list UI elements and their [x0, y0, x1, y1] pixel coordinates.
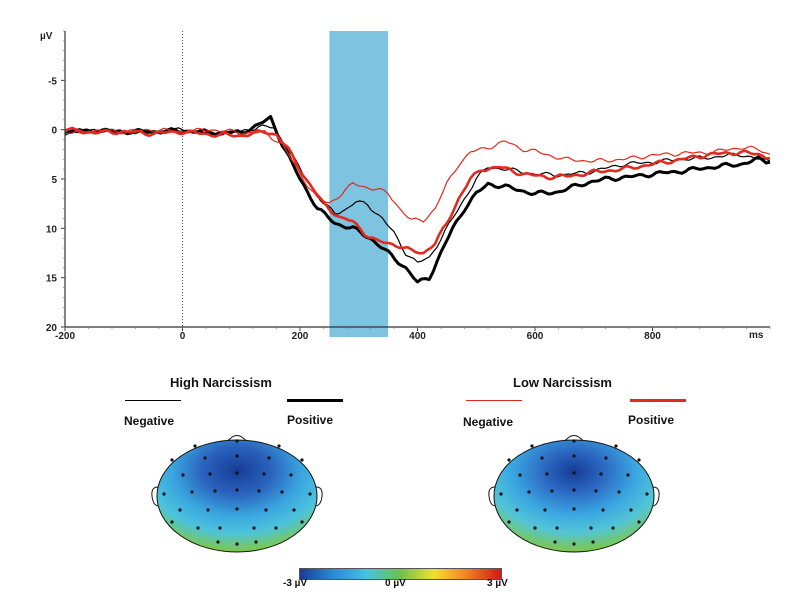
- group-title-high: High Narcissism: [170, 375, 272, 390]
- y-tick-label: 15: [46, 274, 58, 285]
- legend-line-high-negative: [125, 400, 181, 401]
- y-tick-label: -5: [48, 76, 57, 87]
- electrodes-low: [499, 439, 649, 546]
- y-tick-label: 20: [46, 323, 58, 334]
- y-unit-label: µV: [40, 31, 53, 42]
- colorbar-min-label: -3 µV: [283, 578, 308, 589]
- electrodes-high: [162, 439, 312, 546]
- x-tick-label: -200: [55, 331, 75, 342]
- series-layer: [64, 115, 771, 284]
- y-tick-label: 10: [46, 224, 58, 235]
- head-outline-high: [151, 435, 323, 553]
- y-tick-label: 5: [51, 175, 57, 186]
- time-window-highlight: [329, 31, 389, 337]
- x-tick-label: 400: [409, 331, 426, 342]
- x-tick-label: 600: [527, 331, 544, 342]
- y-tick-label: 0: [51, 126, 57, 137]
- x-unit-label: ms: [749, 330, 764, 341]
- series-line-2: [64, 115, 771, 284]
- axes: -5 0 5 10 15 20-200 0 200 400 600 800: [46, 30, 771, 342]
- x-tick-label: 0: [180, 331, 186, 342]
- x-tick-label: 200: [292, 331, 309, 342]
- x-tick-label: 800: [644, 331, 661, 342]
- head-outline-low: [488, 435, 660, 553]
- series-line-1: [64, 124, 771, 263]
- legend-label-high-negative: Negative: [124, 414, 175, 428]
- series-line-3: [64, 127, 771, 223]
- legend-line-low-positive: [630, 399, 686, 402]
- legend-line-low-negative: [466, 400, 522, 401]
- colorbar-mid-label: 0 µV: [385, 578, 406, 589]
- series-line-4: [64, 126, 771, 255]
- legend-label-high-positive: Positive: [287, 413, 334, 427]
- group-title-low: Low Narcissism: [513, 375, 612, 390]
- erp-chart: -5 0 5 10 15 20-200 0 200 400 600 800 µV ms: [40, 30, 771, 342]
- colorbar: [299, 568, 502, 580]
- legend-label-low-positive: Positive: [628, 413, 675, 427]
- legend-label-low-negative: Negative: [463, 415, 514, 429]
- scalp-map-low: [488, 435, 660, 553]
- colorbar-max-label: 3 µV: [487, 578, 508, 589]
- legend-line-high-positive: [287, 399, 343, 402]
- scalp-map-high: [151, 435, 323, 553]
